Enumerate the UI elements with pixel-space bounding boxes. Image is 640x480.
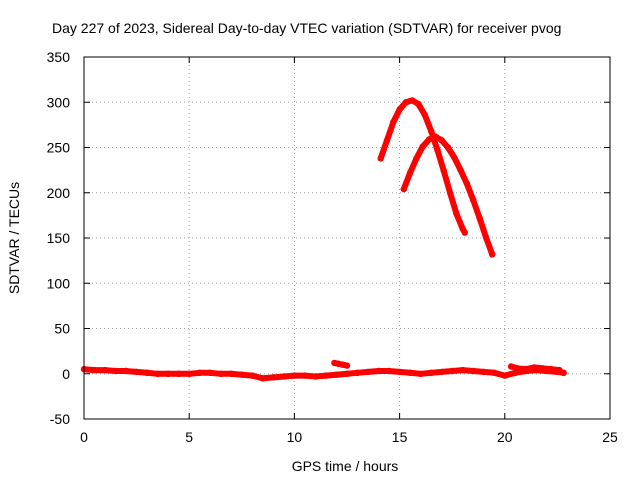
data-point-arc-2 [457, 166, 464, 174]
data-point-arc-2 [413, 155, 420, 162]
y-tick-label: 350 [47, 49, 71, 65]
data-point-baseline [291, 372, 298, 379]
data-point-baseline [470, 367, 477, 375]
data-point-baseline [154, 370, 161, 377]
data-point-arc-1 [421, 111, 428, 119]
data-point-arc-2 [419, 143, 426, 150]
data-point-baseline [270, 374, 277, 381]
data-point-arc-1 [453, 210, 460, 217]
chart-title: Day 227 of 2023, Sidereal Day-to-day VTE… [52, 20, 561, 36]
data-point-arc-2 [476, 214, 483, 222]
data-point-baseline [385, 367, 393, 375]
data-point-arc-2 [470, 196, 477, 204]
data-point-baseline [259, 375, 266, 382]
data-point-baseline [238, 371, 245, 378]
y-tick-label: -50 [50, 411, 70, 427]
data-point-arc-1 [428, 128, 435, 135]
data-point-baseline [343, 370, 351, 377]
data-point-baseline [301, 372, 309, 379]
data-point-baseline [122, 367, 130, 375]
data-point-baseline-upper-band [507, 363, 515, 370]
x-tick-label: 15 [392, 429, 408, 445]
x-tick-label: 0 [80, 429, 88, 445]
data-point-arc-2 [463, 180, 471, 187]
data-point-baseline [417, 370, 424, 377]
y-tick-label: 150 [47, 230, 71, 246]
data-point-arc-2 [438, 137, 445, 144]
data-point-baseline [322, 372, 330, 379]
data-point-baseline-upper-band [531, 364, 538, 371]
data-point-baseline [175, 370, 182, 377]
data-point-arc-1 [415, 100, 422, 108]
x-tick-label: 20 [497, 429, 513, 445]
data-point-baseline-upper-band [522, 366, 529, 373]
data-point-arc-2 [482, 233, 490, 241]
data-point-arc-1 [446, 189, 454, 196]
data-point-arc-1 [377, 155, 384, 162]
data-point-arc-1 [383, 137, 391, 144]
y-axis-label: SDTVAR / TECUs [6, 182, 22, 294]
data-point-baseline-upper-band [514, 365, 521, 372]
data-point-arc-2 [406, 169, 414, 176]
data-point-arc-1 [461, 229, 468, 236]
data-point-baseline-upper-band [539, 365, 546, 372]
data-point-baseline [165, 370, 172, 377]
data-point-baseline [217, 370, 224, 377]
data-point-arc-2 [425, 136, 433, 143]
x-tick-label: 5 [185, 429, 193, 445]
data-point-arc-1 [409, 97, 416, 104]
data-point-baseline [133, 368, 140, 376]
data-point-baseline [280, 373, 288, 380]
data-point-arc-2 [432, 133, 439, 140]
data-point-baseline-upper-band [556, 366, 563, 374]
data-point-arc-1 [434, 147, 441, 154]
data-point-baseline [101, 366, 109, 374]
data-point-arc-2 [444, 144, 452, 151]
data-point-baseline [375, 367, 382, 375]
y-tick-label: 250 [47, 140, 71, 156]
data-point-arc-2 [489, 251, 496, 258]
x-tick-label: 25 [602, 429, 618, 445]
y-tick-label: 300 [47, 94, 71, 110]
data-point-arc-1 [402, 99, 410, 106]
data-point-arc-2 [400, 185, 407, 193]
data-point-baseline [501, 372, 508, 379]
x-tick-label: 10 [287, 429, 303, 445]
data-point-baseline [143, 369, 151, 376]
data-point-baseline [396, 368, 403, 376]
grid-lines [84, 57, 610, 419]
x-axis-label: GPS time / hours [292, 458, 399, 474]
y-tick-label: 200 [47, 185, 71, 201]
data-point-baseline [480, 368, 487, 376]
data-point-baseline [459, 366, 466, 374]
data-point-baseline [228, 370, 235, 377]
data-point-baseline-upper-band [547, 366, 555, 373]
y-tick-label: 100 [47, 275, 71, 291]
y-tick-label: 0 [62, 366, 70, 382]
data-point-baseline [112, 367, 119, 375]
data-point-baseline [249, 372, 256, 379]
data-point-baseline [186, 370, 193, 377]
data-point-arc-1 [390, 119, 397, 126]
data-point-baseline [364, 368, 372, 376]
data-series-group [80, 97, 567, 382]
data-point-baseline [207, 369, 214, 376]
data-point-baseline [449, 367, 456, 375]
data-point-baseline [438, 368, 445, 376]
data-point-baseline [312, 373, 319, 380]
data-point-baseline [333, 371, 340, 378]
y-tick-label: 50 [54, 321, 70, 337]
data-point-arc-2 [451, 154, 458, 161]
data-point-baseline [91, 366, 98, 374]
data-point-baseline [491, 369, 498, 376]
data-point-baseline [406, 369, 414, 376]
axis-ticks: 0 5 10 15 20 25 -50 0 50 100 150 200 250 300 350 [47, 49, 618, 445]
data-point-spike-near-12h [343, 362, 351, 369]
data-point-baseline [196, 369, 203, 376]
data-point-baseline [354, 369, 361, 376]
data-point-arc-1 [396, 106, 403, 113]
data-point-baseline [428, 369, 435, 376]
data-point-arc-1 [440, 167, 447, 175]
